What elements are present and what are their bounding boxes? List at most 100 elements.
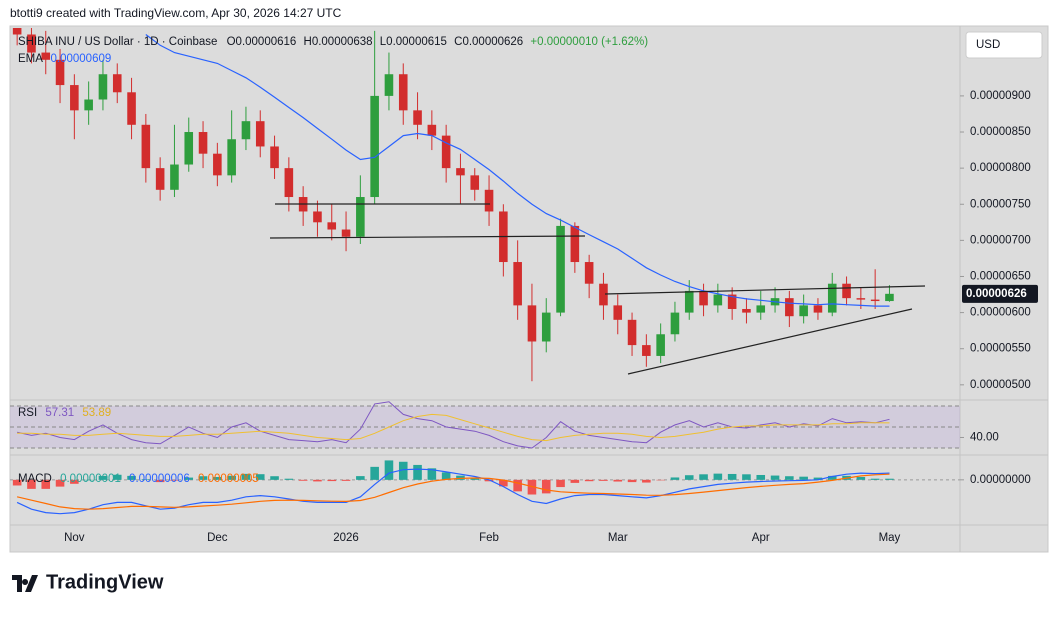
candle-body	[70, 85, 79, 111]
candle-body	[570, 225, 580, 263]
histogram-bar	[141, 479, 151, 480]
histogram-bar	[184, 477, 194, 480]
candle-body	[627, 319, 637, 346]
macd-value: 0.00000006	[129, 473, 190, 485]
histogram-bar	[484, 479, 494, 482]
histogram-bar	[670, 477, 680, 480]
candle-body	[370, 95, 379, 198]
currency-button[interactable]	[965, 31, 1043, 59]
candle-body	[856, 298, 866, 300]
candle-body	[541, 312, 551, 342]
histogram-bar	[584, 479, 594, 482]
histogram-bar	[613, 479, 623, 482]
histogram-bar	[70, 479, 79, 484]
histogram-bar	[298, 479, 308, 481]
price-badge	[962, 284, 1038, 303]
candle-body	[341, 229, 351, 237]
histogram-bar	[398, 461, 408, 480]
histogram-bar	[556, 479, 565, 488]
candle-body	[699, 290, 708, 306]
candle-body	[470, 175, 480, 190]
histogram-bar	[327, 479, 337, 482]
histogram-bar	[356, 476, 365, 480]
candle-body	[613, 305, 623, 320]
histogram-bar	[541, 479, 551, 494]
candle-body	[398, 74, 408, 111]
candle-body	[599, 283, 608, 306]
histogram-bar	[427, 468, 437, 480]
histogram-bar	[756, 474, 766, 480]
candle-body	[885, 293, 894, 302]
histogram-bar	[699, 474, 708, 480]
candle-body	[213, 153, 222, 176]
macd-hist-value: 0.00000001	[60, 473, 121, 485]
x-tick-label: Dec	[207, 532, 228, 544]
histogram-bar	[570, 479, 580, 483]
histogram-bar	[513, 479, 522, 492]
candle-body	[184, 132, 194, 165]
candle-body	[198, 132, 208, 154]
candle-body	[227, 139, 236, 176]
candle-body	[785, 298, 794, 317]
candle-body	[170, 164, 179, 190]
rsi-legend: RSI 57.31 53.89	[18, 407, 111, 419]
x-tick-label: 2026	[333, 532, 359, 544]
price-pane	[12, 28, 894, 382]
candle-body	[713, 294, 723, 306]
candle-body	[384, 74, 394, 96]
series-line	[17, 413, 890, 442]
candle-body	[284, 168, 294, 198]
histogram-bar	[84, 479, 93, 481]
ohlc-change: +0.00000010 (+1.62%)	[530, 36, 648, 48]
ohlc-low: L0.00000615	[380, 36, 447, 48]
candle-body	[756, 305, 766, 313]
series-line	[16, 401, 890, 449]
candle-body	[413, 110, 422, 125]
y-tick-label: 0.00000600	[970, 307, 1031, 319]
rsi-ma-value: 53.89	[82, 407, 111, 419]
x-tick-label: Apr	[752, 532, 770, 544]
candle-body	[98, 74, 108, 100]
candle-body	[55, 59, 65, 86]
candle-body	[684, 290, 694, 313]
macd-signal-value: 0.00000005	[198, 473, 259, 485]
x-tick-label: May	[879, 532, 901, 544]
histogram-bar	[742, 474, 751, 480]
candle-body	[484, 189, 494, 212]
candle-body	[456, 168, 465, 176]
histogram-bar	[341, 479, 351, 481]
histogram-bar	[12, 479, 22, 486]
histogram-bar	[785, 476, 794, 480]
candle-body	[241, 121, 251, 140]
histogram-bar	[55, 479, 65, 487]
histogram-bar	[241, 473, 251, 480]
candle-body	[84, 99, 93, 111]
series-line	[145, 34, 890, 307]
histogram-bar	[770, 475, 780, 480]
ema-legend: EMA 0.00000609	[18, 53, 111, 65]
symbol: SHIBA INU / US Dollar · 1D · Coinbase	[18, 36, 217, 48]
y-tick-label: 40.00	[970, 432, 999, 444]
histogram-bar	[155, 479, 165, 483]
candle-body	[870, 299, 880, 302]
y-tick-label: 0.00000900	[970, 90, 1031, 102]
histogram-bar	[384, 460, 394, 480]
histogram-bar	[413, 464, 422, 480]
macd-pane	[10, 460, 960, 515]
legend-line: SHIBA INU / US Dollar · 1D · Coinbase O0…	[18, 36, 648, 48]
candle-body	[513, 262, 522, 306]
candle-body	[427, 124, 437, 136]
histogram-bar	[198, 476, 208, 480]
currency-label: USD	[976, 39, 1000, 51]
candle-body	[656, 334, 665, 356]
x-tick-label: Mar	[608, 532, 628, 544]
candle-body	[670, 312, 680, 335]
y-tick-label: 0.00000700	[970, 234, 1031, 246]
histogram-bar	[313, 479, 322, 482]
macd-legend: MACD 0.00000001 0.00000006 0.00000005	[18, 473, 259, 485]
candle-body	[813, 305, 823, 313]
candle-body	[12, 28, 22, 35]
candle-body	[270, 146, 279, 169]
